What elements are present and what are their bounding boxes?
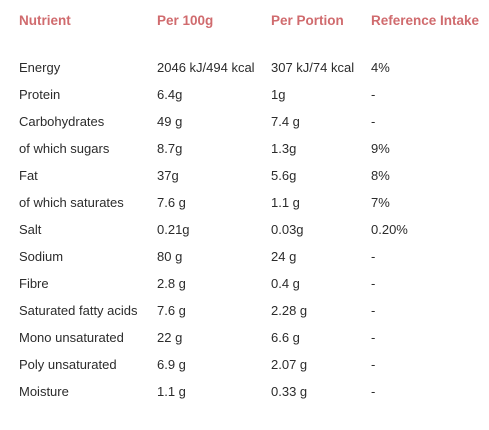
cell-per-100g: 0.21g [157,222,190,237]
table-row: Carbohydrates 49 g 7.4 g - [12,108,486,135]
cell-per-100g: 1.1 g [157,384,186,399]
cell-nutrient: Fibre [19,276,49,291]
cell-per-portion: 307 kJ/74 kcal [271,60,355,75]
cell-nutrient: Mono unsaturated [19,330,124,345]
cell-per-portion: 7.4 g [271,114,300,129]
cell-reference-intake: - [371,303,376,318]
header-per-portion: Per Portion [271,12,344,28]
cell-reference-intake: - [371,357,376,372]
table-row: Energy 2046 kJ/494 kcal 307 kJ/74 kcal 4% [12,54,486,81]
cell-per-portion: 1.3g [271,141,297,156]
cell-per-100g: 8.7g [157,141,183,156]
cell-per-portion: 5.6g [271,168,297,183]
table-row: Mono unsaturated 22 g 6.6 g - [12,324,486,351]
cell-reference-intake: - [371,249,376,264]
cell-per-100g: 2046 kJ/494 kcal [157,60,255,75]
cell-per-portion: 0.03g [271,222,304,237]
cell-per-100g: 6.9 g [157,357,186,372]
cell-nutrient: Protein [19,87,61,102]
cell-per-100g: 6.4g [157,87,183,102]
nutrition-table: Nutrient Per 100g Per Portion Reference … [12,6,486,405]
cell-nutrient: Moisture [19,384,69,399]
cell-per-100g: 49 g [157,114,183,129]
cell-reference-intake: 4% [371,60,390,75]
cell-nutrient: Fat [19,168,38,183]
cell-reference-intake: 9% [371,141,390,156]
cell-reference-intake: - [371,276,376,291]
header-nutrient: Nutrient [19,12,71,28]
cell-per-portion: 6.6 g [271,330,300,345]
cell-per-100g: 2.8 g [157,276,186,291]
cell-reference-intake: - [371,330,376,345]
cell-nutrient: Energy [19,60,61,75]
cell-nutrient: of which sugars [19,141,110,156]
cell-nutrient: of which saturates [19,195,124,210]
header-reference-intake: Reference Intake [371,12,480,28]
table-body: Energy 2046 kJ/494 kcal 307 kJ/74 kcal 4% Pr… [12,34,486,405]
table-row: Fat 37g 5.6g 8% [12,162,486,189]
table-row: Saturated fatty acids 7.6 g 2.28 g - [12,297,486,324]
cell-reference-intake: - [371,87,376,102]
cell-per-portion: 24 g [271,249,297,264]
cell-nutrient: Poly unsaturated [19,357,117,372]
cell-per-portion: 1.1 g [271,195,300,210]
cell-per-100g: 7.6 g [157,195,186,210]
table-row: Protein 6.4g 1g - [12,81,486,108]
table-row: of which sugars 8.7g 1.3g 9% [12,135,486,162]
header-row: Nutrient Per 100g Per Portion Reference … [12,6,486,34]
cell-nutrient: Carbohydrates [19,114,105,129]
cell-per-portion: 0.33 g [271,384,308,399]
cell-per-100g: 22 g [157,330,183,345]
cell-per-100g: 7.6 g [157,303,186,318]
cell-per-portion: 2.28 g [271,303,308,318]
cell-per-100g: 80 g [157,249,183,264]
cell-nutrient: Sodium [19,249,64,264]
table-row: Salt 0.21g 0.03g 0.20% [12,216,486,243]
cell-per-portion: 2.07 g [271,357,308,372]
table-row: Poly unsaturated 6.9 g 2.07 g - [12,351,486,378]
table-row: Moisture 1.1 g 0.33 g - [12,378,486,405]
cell-reference-intake: 8% [371,168,390,183]
cell-per-100g: 37g [157,168,179,183]
header-spacer [12,34,486,54]
cell-reference-intake: - [371,384,376,399]
cell-reference-intake: - [371,114,376,129]
table-row: Sodium 80 g 24 g - [12,243,486,270]
header-per-100g: Per 100g [157,12,214,28]
table-row: Fibre 2.8 g 0.4 g - [12,270,486,297]
table-row: of which saturates 7.6 g 1.1 g 7% [12,189,486,216]
cell-per-portion: 0.4 g [271,276,300,291]
cell-per-portion: 1g [271,87,286,102]
cell-reference-intake: 7% [371,195,390,210]
cell-reference-intake: 0.20% [371,222,408,237]
cell-nutrient: Saturated fatty acids [19,303,138,318]
cell-nutrient: Salt [19,222,42,237]
